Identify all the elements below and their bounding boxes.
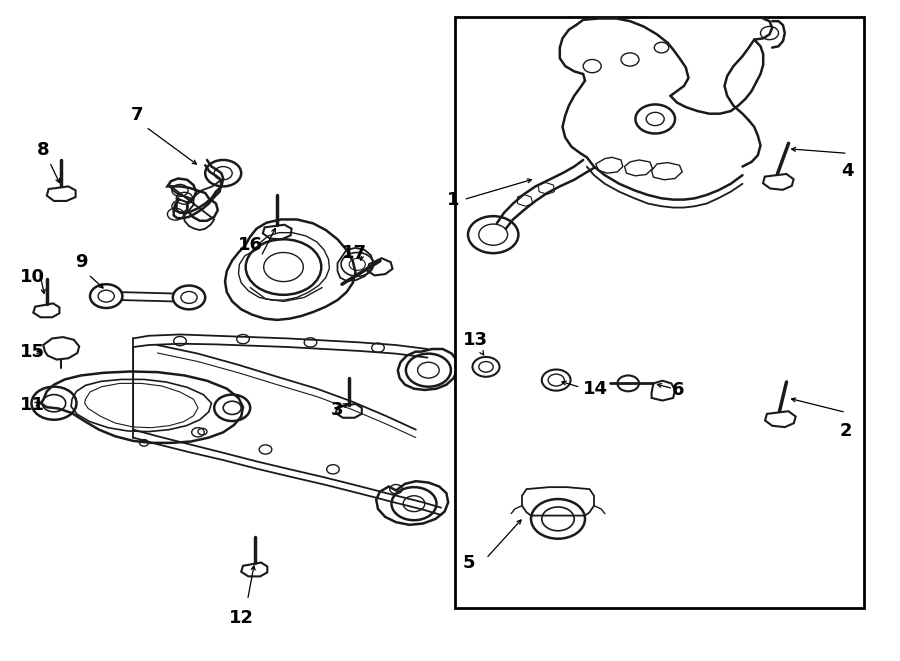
Text: 8: 8: [37, 141, 50, 159]
Text: 9: 9: [75, 253, 87, 271]
Text: 12: 12: [229, 609, 254, 627]
Text: 2: 2: [840, 422, 852, 440]
Text: 11: 11: [20, 395, 45, 414]
Text: 17: 17: [342, 243, 367, 262]
Text: 3: 3: [331, 401, 344, 419]
Text: 7: 7: [130, 106, 143, 124]
Text: 16: 16: [238, 237, 263, 254]
Text: 4: 4: [842, 162, 854, 180]
Text: 6: 6: [671, 381, 684, 399]
Text: 14: 14: [583, 379, 608, 398]
Text: 13: 13: [463, 331, 488, 349]
Text: 1: 1: [446, 190, 459, 209]
Text: 5: 5: [463, 554, 475, 572]
Bar: [454, 17, 864, 608]
Text: 10: 10: [20, 268, 45, 286]
Text: 15: 15: [20, 342, 45, 361]
